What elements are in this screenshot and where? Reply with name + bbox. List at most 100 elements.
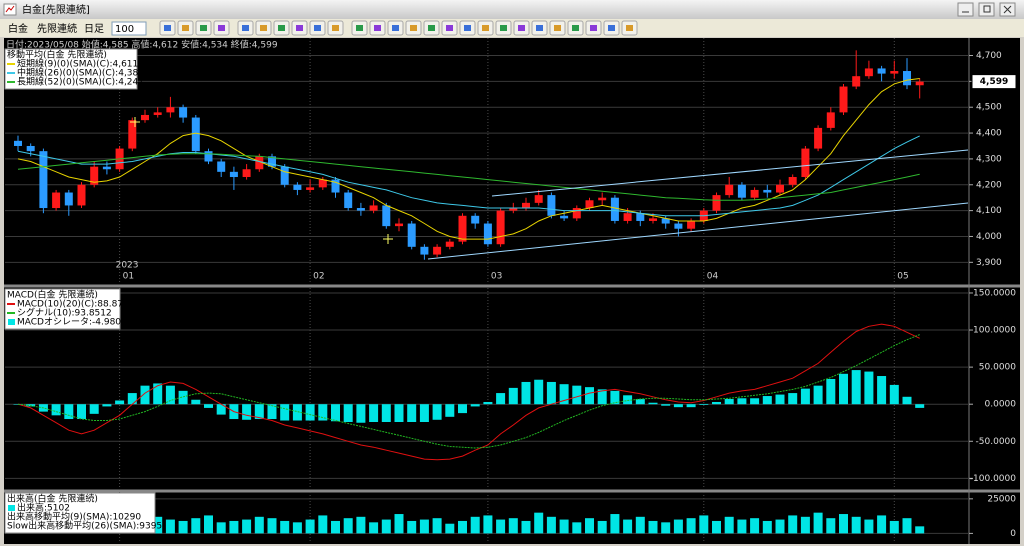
title-bar xyxy=(0,0,1024,19)
tool-icon xyxy=(260,25,267,31)
bars-input[interactable] xyxy=(111,21,147,36)
legend-entry: MACD(10)(20)(C):88.8711 xyxy=(17,300,134,310)
x-tick-label: 04 xyxy=(707,272,719,282)
tool-icon xyxy=(296,25,303,31)
oscillator-bar xyxy=(77,404,86,420)
volume-bar xyxy=(483,515,493,534)
candle-body xyxy=(242,169,251,178)
chart-area xyxy=(4,38,1020,544)
oscillator-bar xyxy=(165,385,175,405)
legend-entry: MACDオシレータ:-4.9801 xyxy=(17,317,127,328)
tool-icon xyxy=(314,25,321,31)
legend-box xyxy=(4,48,138,90)
candle-body xyxy=(268,156,276,167)
candle-body xyxy=(496,210,505,245)
window-controls[interactable] xyxy=(957,2,1016,17)
maximize-button[interactable] xyxy=(978,2,995,17)
contract-menu[interactable]: 先限連続 xyxy=(37,22,77,35)
oscillator-bar xyxy=(254,404,264,420)
oscillator-bar xyxy=(737,398,747,405)
candle-body xyxy=(407,223,416,247)
oscillator-bar xyxy=(267,404,277,420)
indicator-line xyxy=(17,323,920,461)
volume-bar xyxy=(204,515,213,534)
tool-icon xyxy=(554,25,561,31)
oscillator-bar xyxy=(102,404,112,407)
candle-body xyxy=(725,184,734,196)
y-tick-label: 50.0000 xyxy=(979,363,1016,373)
candle-body xyxy=(877,68,886,74)
volume-bar xyxy=(686,518,696,534)
candle-body xyxy=(458,215,467,242)
candle-body xyxy=(712,195,721,211)
oscillator-bar xyxy=(470,404,480,407)
trendline xyxy=(427,202,969,260)
cross-marker xyxy=(383,234,393,244)
tool-icon xyxy=(332,25,339,31)
oscillator-bar xyxy=(331,404,340,422)
oscillator-bar xyxy=(877,376,887,405)
legend-title: MACD(白金 先限連続) xyxy=(7,289,98,301)
oscillator-bar xyxy=(496,393,506,405)
candle-body xyxy=(217,161,226,172)
volume-bar xyxy=(902,518,912,534)
candle-body xyxy=(750,189,759,198)
candle-body xyxy=(737,184,746,198)
candle-body xyxy=(26,145,35,152)
symbol-menu[interactable]: 白金 xyxy=(8,22,28,35)
oscillator-bar xyxy=(432,404,442,420)
candle-body xyxy=(649,218,657,221)
candle-body xyxy=(102,166,111,170)
volume-bar xyxy=(458,520,467,534)
oscillator-bar xyxy=(712,401,721,405)
oscillator-bar xyxy=(140,385,150,405)
candle-body xyxy=(356,208,365,211)
volume-bar xyxy=(775,519,785,534)
volume-bar xyxy=(559,519,569,534)
oscillator-bar xyxy=(762,396,772,405)
tool-icon xyxy=(278,25,285,31)
volume-bar xyxy=(229,520,239,534)
candle-body xyxy=(776,184,784,193)
oscillator-bar xyxy=(178,390,188,405)
x-tick-label: 03 xyxy=(491,272,502,282)
volume-bar xyxy=(673,519,683,534)
volume-bar xyxy=(267,518,277,534)
y-tick-label: 0.0000 xyxy=(985,400,1017,410)
volume-bar xyxy=(724,516,734,534)
oscillator-bar xyxy=(851,370,861,405)
volume-bar xyxy=(737,519,747,534)
volume-bar xyxy=(407,520,417,534)
trendline xyxy=(491,149,969,197)
period-menu[interactable]: 日足 xyxy=(84,23,104,35)
y-tick-label: 4,300 xyxy=(976,154,1002,164)
x-tick-label: 02 xyxy=(313,272,324,282)
oscillator-bar xyxy=(419,404,429,422)
tool-icon xyxy=(464,25,471,31)
last-price-label: 4,599 xyxy=(980,77,1008,87)
app-icon-glyph xyxy=(5,5,15,13)
tool-icon xyxy=(410,25,417,31)
tool-icon xyxy=(536,25,543,31)
oscillator-bar xyxy=(686,404,696,408)
candle-body xyxy=(229,171,238,178)
candle-body xyxy=(890,71,899,74)
volume-bar xyxy=(394,514,404,534)
oscillator-bar xyxy=(51,404,61,416)
candle-body xyxy=(64,192,73,206)
minimize-button[interactable] xyxy=(957,2,974,17)
volume-bar xyxy=(508,518,518,534)
candle-body xyxy=(623,213,632,221)
y-tick-label: 4,000 xyxy=(976,232,1002,242)
y-tick-label: 4,500 xyxy=(976,103,1002,113)
y-tick-label: 4,700 xyxy=(976,51,1002,61)
oscillator-bar xyxy=(839,373,848,405)
candle-body xyxy=(77,184,86,206)
oscillator-bar xyxy=(534,379,544,405)
toolbar xyxy=(0,19,1024,37)
candle-body xyxy=(915,81,924,86)
candle-body xyxy=(153,112,162,115)
bars-value[interactable]: 100 xyxy=(115,24,134,35)
y-tick-label: -100.0000 xyxy=(970,474,1016,484)
candle-body xyxy=(509,208,518,211)
